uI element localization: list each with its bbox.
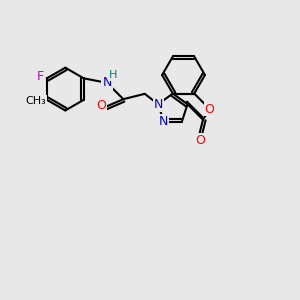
Text: N: N bbox=[159, 115, 168, 128]
Text: F: F bbox=[37, 70, 44, 83]
Text: N: N bbox=[102, 76, 112, 89]
Text: O: O bbox=[97, 99, 106, 112]
Text: N: N bbox=[153, 98, 163, 111]
Text: H: H bbox=[109, 70, 117, 80]
Text: O: O bbox=[205, 103, 214, 116]
Text: O: O bbox=[195, 134, 205, 147]
Text: CH₃: CH₃ bbox=[25, 96, 46, 106]
